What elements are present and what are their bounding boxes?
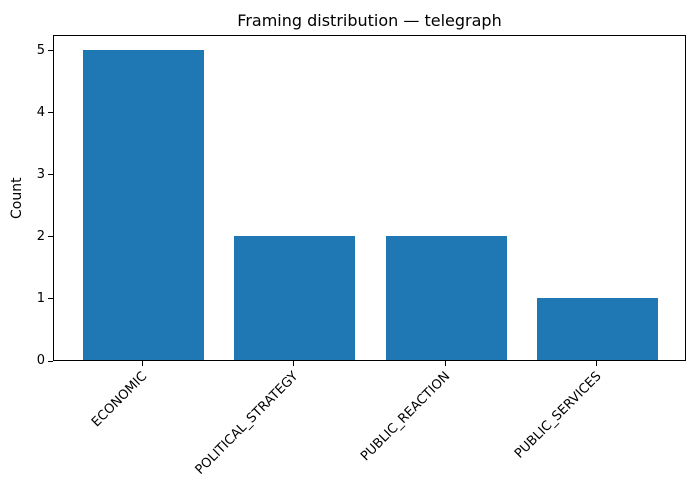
x-tick-mark bbox=[444, 361, 446, 366]
bar-public-reaction bbox=[385, 235, 507, 360]
y-tick-label: 3 bbox=[36, 166, 45, 182]
bar-economic bbox=[82, 49, 204, 360]
x-tick-mark bbox=[596, 361, 598, 366]
plot-area bbox=[53, 35, 686, 361]
y-tick-mark bbox=[48, 174, 53, 176]
y-tick-mark bbox=[48, 50, 53, 52]
y-tick-label: 0 bbox=[36, 353, 45, 368]
y-tick-mark bbox=[48, 112, 53, 114]
chart-title: Framing distribution — telegraph bbox=[237, 11, 502, 30]
x-tick-label: ECONOMIC bbox=[88, 369, 150, 431]
y-tick-label: 4 bbox=[36, 104, 45, 120]
y-tick-label: 5 bbox=[36, 42, 45, 58]
y-tick-label: 2 bbox=[36, 228, 45, 244]
y-tick-mark bbox=[48, 298, 53, 300]
y-tick-mark bbox=[48, 360, 53, 362]
x-tick-label: POLITICAL_STRATEGY bbox=[192, 369, 302, 478]
x-tick-label: PUBLIC_SERVICES bbox=[511, 369, 605, 462]
x-tick-mark bbox=[141, 361, 143, 366]
y-tick-mark bbox=[48, 236, 53, 238]
x-tick-label: PUBLIC_REACTION bbox=[357, 369, 453, 465]
y-tick-label: 1 bbox=[36, 290, 45, 306]
bar-public-services bbox=[537, 297, 659, 360]
bar-political-strategy bbox=[234, 235, 356, 360]
y-axis-label: Count bbox=[9, 177, 25, 219]
x-tick-mark bbox=[293, 361, 295, 366]
